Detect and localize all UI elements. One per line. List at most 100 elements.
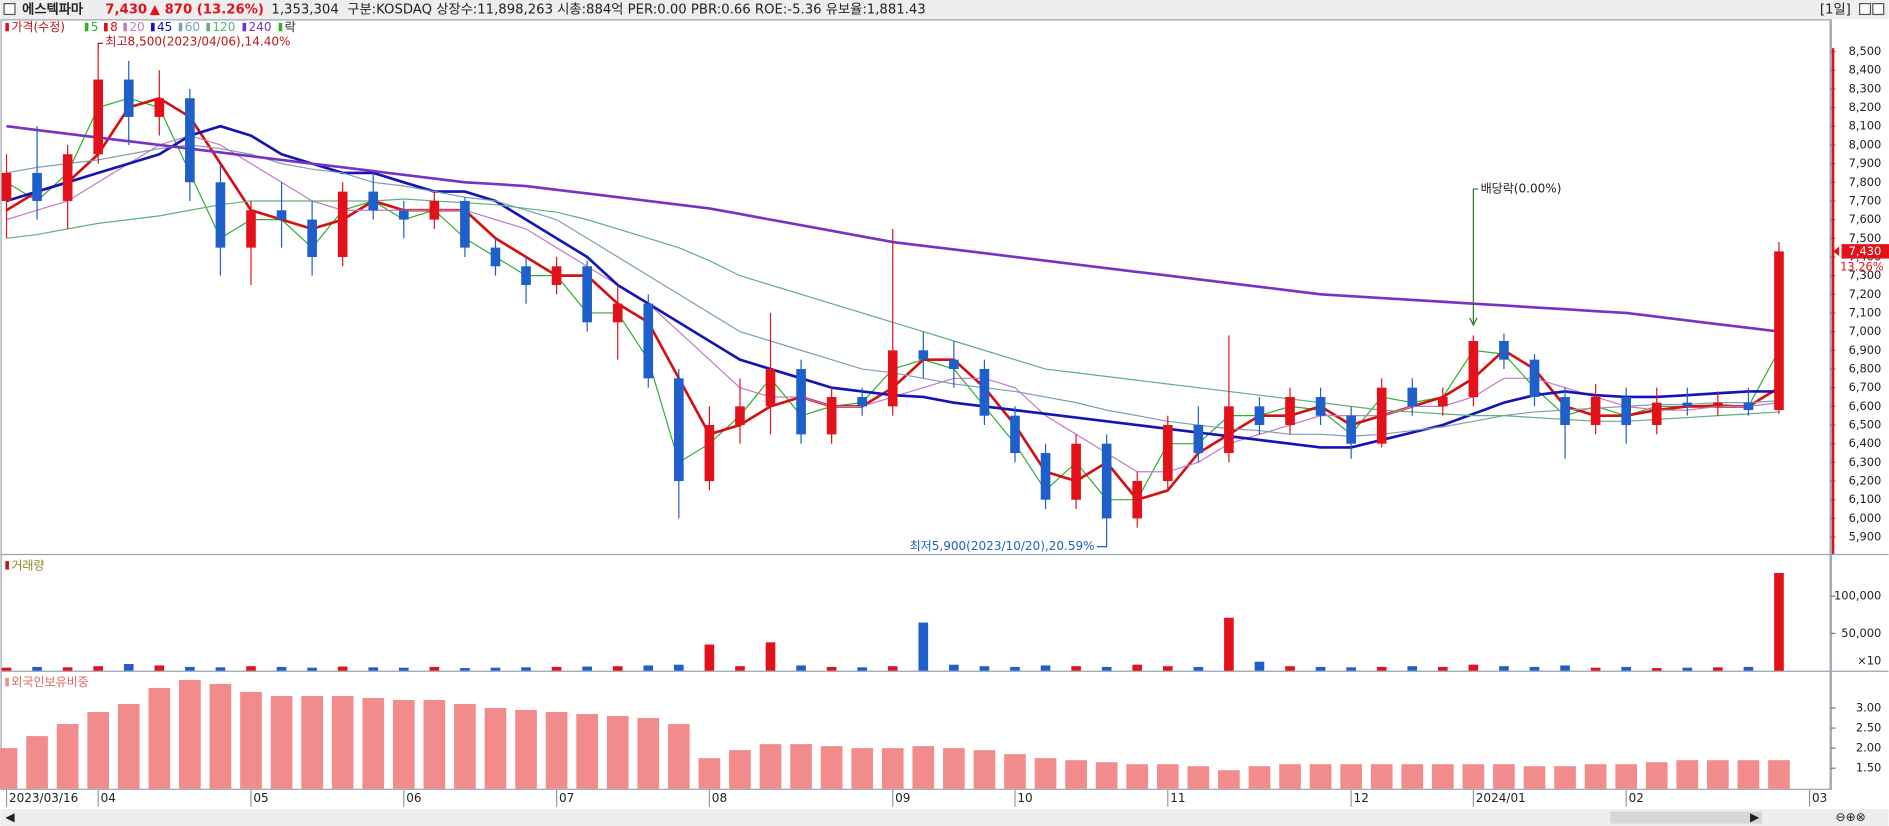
legend-label: 60 (185, 20, 200, 34)
bar (1462, 764, 1485, 789)
low-arrow (1097, 537, 1108, 548)
bar (1132, 664, 1143, 671)
legend-label: 락 (285, 20, 296, 34)
y-tick-label: 7,800 (1849, 175, 1882, 189)
candle-body (1040, 453, 1051, 500)
bar (1156, 764, 1179, 789)
legend-swatch (151, 22, 155, 32)
bar (949, 664, 959, 671)
stock-volume: 1,353,304 (271, 3, 338, 18)
bar (1651, 668, 1662, 671)
candle-body (123, 79, 134, 117)
bar (1095, 762, 1118, 789)
scroll-left[interactable]: ◀ (5, 810, 15, 824)
last-change-label: 13.26% (1840, 260, 1884, 274)
candle-body (551, 266, 562, 285)
y-tick-label: 8,300 (1849, 81, 1882, 95)
period-button[interactable]: [1일] (1820, 2, 1851, 18)
bar (246, 666, 256, 671)
bar (1126, 764, 1149, 789)
last-price-box (1841, 244, 1889, 259)
bar (765, 642, 776, 671)
candle-body (460, 200, 470, 248)
x-tick-label: 04 (101, 791, 116, 805)
bar (1, 667, 12, 671)
stock-change: ▲ 870 (150, 3, 192, 18)
bar (423, 699, 446, 789)
bar (545, 712, 568, 789)
legend-label: 240 (249, 20, 272, 34)
bar (943, 748, 965, 789)
scrollbar[interactable] (0, 809, 1889, 826)
y-tick-label: 8,200 (1849, 100, 1882, 114)
bar (1431, 764, 1454, 789)
y-tick-label: 6,400 (1849, 436, 1882, 450)
candle-body (1224, 406, 1234, 454)
candle-body (246, 210, 256, 248)
legend-label: 45 (157, 20, 172, 34)
candle-body (1590, 397, 1601, 426)
bar (1224, 617, 1234, 671)
x-tick-label: 03 (1812, 791, 1827, 805)
y-tick-label: 7,300 (1849, 268, 1882, 282)
bar (667, 724, 690, 789)
bar (1584, 764, 1607, 789)
candle-body (62, 154, 73, 201)
candle-body (1499, 340, 1509, 360)
bar (973, 750, 996, 789)
candle-body (368, 191, 379, 211)
bar (1346, 667, 1356, 671)
candle-body (93, 79, 104, 155)
y-tick-label: 7,500 (1849, 231, 1882, 245)
header-checkbox[interactable] (3, 3, 16, 16)
scroll-right[interactable]: ▶ (1750, 810, 1760, 824)
y-tick-label: 7,700 (1849, 193, 1882, 207)
bar (576, 714, 598, 789)
bar (606, 716, 629, 789)
candle-body (796, 369, 806, 435)
scroll-thumb[interactable] (1610, 811, 1763, 824)
candle-body (1529, 359, 1540, 398)
bar (1615, 764, 1638, 789)
candle-body (1407, 387, 1418, 407)
candle-body (490, 247, 501, 267)
bar (87, 712, 110, 789)
candle-body (276, 210, 287, 220)
bar (215, 667, 226, 671)
candle-body (918, 350, 929, 360)
y-tick-label: 5,900 (1849, 530, 1882, 544)
unit-label: ×10 (1857, 654, 1881, 668)
candle-body (674, 378, 684, 482)
bar (460, 668, 470, 671)
candle-body (1132, 481, 1143, 519)
bar (1193, 666, 1204, 671)
bar (484, 708, 507, 789)
candle-body (704, 425, 715, 482)
bar (1676, 760, 1699, 789)
legend-label: 5 (91, 20, 99, 34)
bar (1065, 760, 1087, 789)
bar (362, 697, 385, 789)
candle-body (521, 266, 531, 285)
candle-body (1010, 415, 1020, 454)
bar (1309, 764, 1332, 789)
candle-body (1774, 251, 1784, 411)
candle-body (643, 303, 654, 379)
candle-body (1254, 406, 1265, 426)
bar (796, 665, 806, 671)
bar (32, 666, 42, 671)
bar (704, 644, 715, 671)
window-close[interactable] (1872, 3, 1885, 16)
bar (26, 736, 48, 789)
candle-body (949, 359, 959, 370)
bar (337, 666, 348, 671)
candle-body (1193, 425, 1204, 454)
panel-title: 외국인보유비중 (11, 675, 88, 689)
y-tick-label: 8,100 (1849, 119, 1882, 133)
zoom-controls[interactable]: ⊖⊕⊗ (1836, 810, 1866, 824)
bar (301, 695, 323, 789)
panel-title: 거래량 (11, 558, 44, 572)
window-restore[interactable] (1859, 3, 1872, 16)
y-tick-label: 6,300 (1849, 455, 1882, 469)
